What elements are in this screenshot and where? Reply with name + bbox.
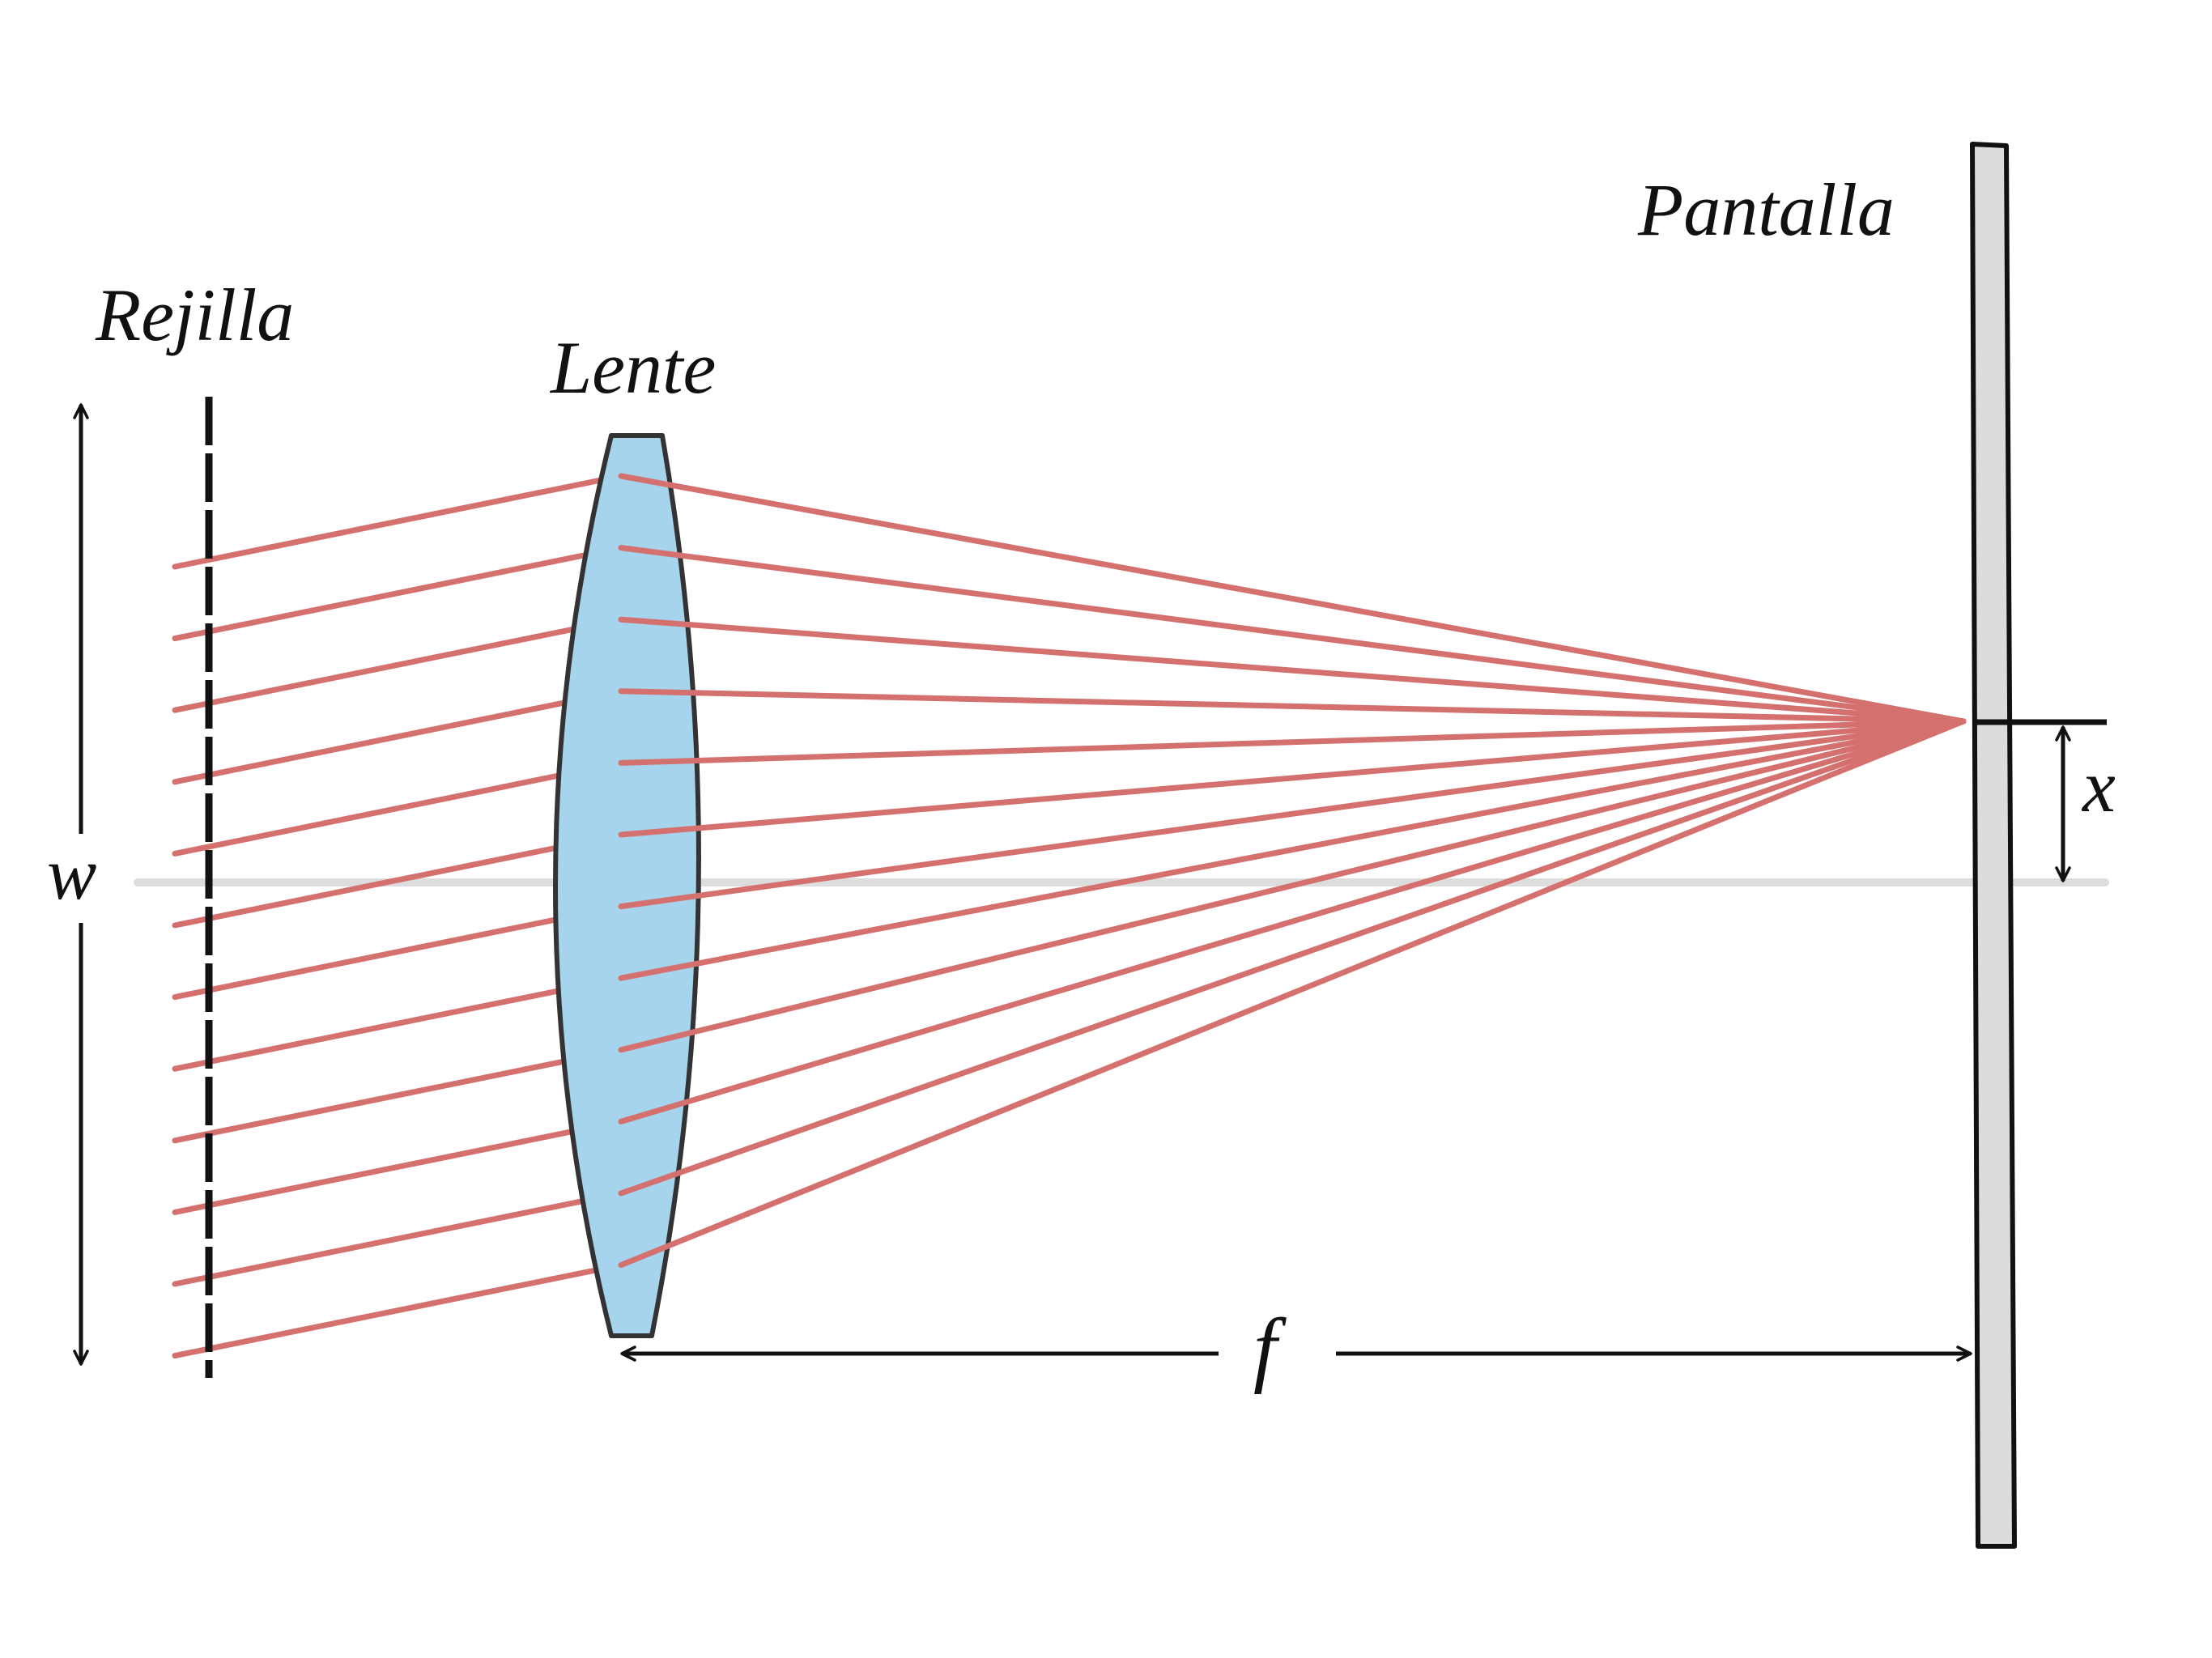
refracted-ray [618, 718, 1967, 838]
refracted-rays [618, 473, 1967, 1269]
incident-ray [172, 975, 624, 1072]
lens-label: Lente [549, 326, 716, 409]
incident-ray [172, 473, 624, 570]
incident-ray [172, 759, 624, 857]
screen [1970, 142, 2017, 1549]
refracted-ray [618, 718, 1967, 1269]
refracted-ray [618, 718, 1967, 981]
refracted-ray [618, 718, 1967, 1197]
incident-ray [172, 688, 624, 785]
refracted-ray [618, 718, 1967, 1124]
incident-ray [172, 1047, 624, 1144]
incident-rays [172, 473, 624, 1359]
incident-ray [172, 1190, 624, 1287]
refracted-ray [618, 545, 1967, 725]
refracted-ray [618, 688, 1967, 725]
screen-label: Pantalla [1637, 168, 1895, 251]
refracted-ray [618, 718, 1967, 910]
incident-ray [172, 1262, 624, 1359]
incident-ray [172, 831, 624, 929]
width-label: w [47, 832, 96, 915]
incident-ray [172, 903, 624, 1001]
offset-label: x [2081, 745, 2116, 827]
focal-length-label: f [1253, 1302, 1287, 1395]
refracted-ray [618, 718, 1967, 1053]
incident-ray [172, 1118, 624, 1215]
grating-label: Rejilla [95, 274, 294, 356]
refracted-ray [618, 718, 1967, 766]
incident-ray [172, 545, 624, 642]
refracted-ray [618, 473, 1967, 725]
incident-ray [172, 616, 624, 713]
refracted-ray [618, 616, 1967, 725]
